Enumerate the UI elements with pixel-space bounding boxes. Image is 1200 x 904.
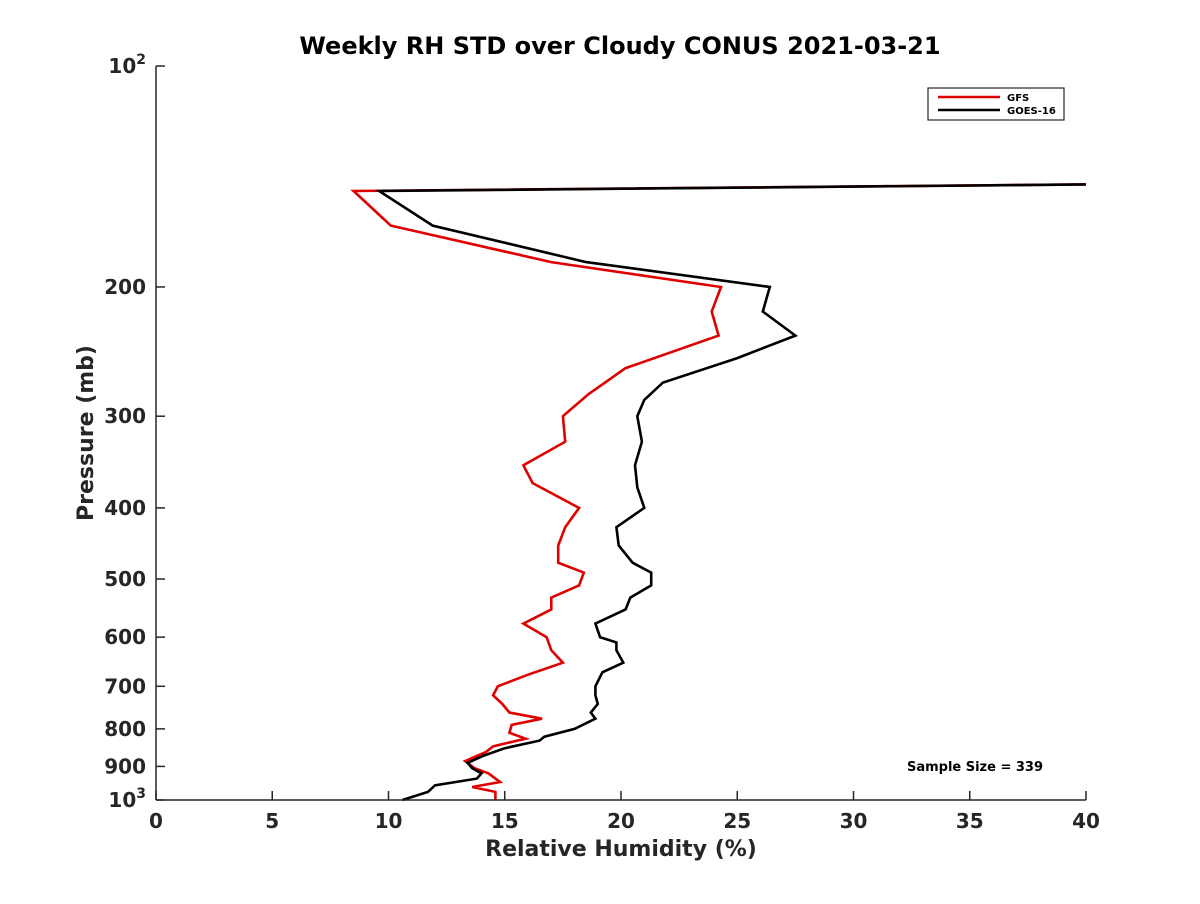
x-tick-label: 15: [491, 809, 519, 833]
y-tick-label: 700: [104, 674, 146, 698]
x-tick-label: 0: [149, 809, 163, 833]
chart-title: Weekly RH STD over Cloudy CONUS 2021-03-…: [299, 32, 940, 60]
x-tick-group: 0 5 10 15 20 25 30 35 40: [149, 791, 1100, 833]
legend-label-goes16: GOES-16: [1007, 106, 1056, 117]
series-line-gfs: [350, 183, 1087, 800]
x-tick-label: 30: [840, 809, 868, 833]
y-axis-label: Pressure (mb): [74, 345, 99, 521]
legend-label-gfs: GFS: [1007, 93, 1029, 104]
y-tick-label: 900: [104, 754, 146, 778]
y-tick-label: 400: [104, 496, 146, 520]
y-tick-label: 800: [104, 717, 146, 741]
y-tick-group: 102 200 300 400 500 600 700 800 900 103: [104, 52, 165, 812]
legend-box: [927, 87, 1065, 121]
x-tick-label: 5: [265, 809, 279, 833]
x-tick-label: 25: [723, 809, 751, 833]
x-tick-label: 40: [1072, 809, 1100, 833]
x-tick-label: 35: [956, 809, 984, 833]
y-tick-label: 300: [104, 404, 146, 428]
y-tick-label: 103: [108, 786, 146, 812]
sample-size-note: Sample Size = 339: [907, 760, 1043, 775]
series-line-goes-16: [374, 183, 1087, 802]
y-tick-label: 600: [104, 625, 146, 649]
y-tick-label: 102: [108, 52, 146, 78]
x-tick-label: 10: [375, 809, 403, 833]
legend: GFS GOES-16: [927, 87, 1065, 121]
x-tick-label: 20: [607, 809, 635, 833]
x-axis-label: Relative Humidity (%): [485, 837, 757, 862]
series-layer: [350, 183, 1087, 802]
y-tick-label: 200: [104, 275, 146, 299]
y-tick-label: 500: [104, 567, 146, 591]
